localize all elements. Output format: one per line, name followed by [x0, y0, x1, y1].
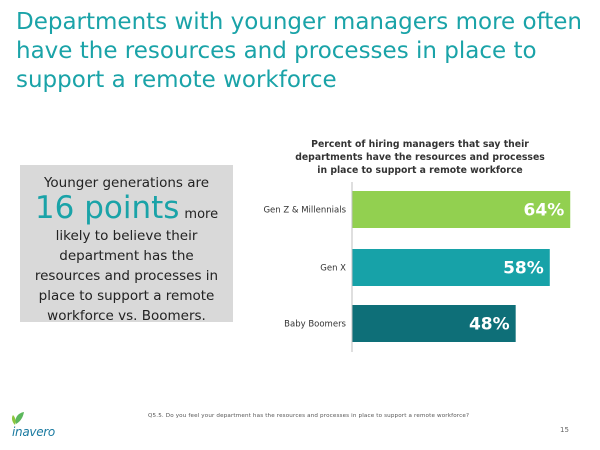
callout-highlight-row: 16 points more — [20, 191, 233, 225]
value-label-0: 64% — [524, 201, 565, 221]
page-number: 15 — [560, 426, 569, 434]
slide-title: Departments with younger managers more o… — [16, 9, 583, 93]
chart-title: Percent of hiring managers that say thei… — [295, 139, 545, 176]
bar-1 — [352, 249, 550, 286]
value-label-1: 58% — [503, 259, 544, 279]
bar-0 — [352, 191, 571, 228]
callout-rest: likely to believe their department has t… — [34, 228, 219, 324]
category-label-1: Gen X — [320, 264, 346, 274]
category-label-2: Baby Boomers — [284, 320, 346, 330]
logo-text: inavero — [12, 425, 55, 439]
callout-box: Younger generations are 16 points more l… — [20, 165, 233, 324]
footnote: Q5.5. Do you feel your department has th… — [148, 413, 470, 419]
value-label-2: 48% — [469, 315, 510, 335]
logo-leaf-icon — [11, 412, 24, 425]
callout-line1: Younger generations are — [43, 175, 210, 191]
category-label-0: Gen Z & Millennials — [263, 206, 346, 216]
bar-2 — [352, 305, 516, 342]
callout-more: more — [184, 207, 219, 222]
callout-highlight: 16 points — [34, 190, 180, 226]
